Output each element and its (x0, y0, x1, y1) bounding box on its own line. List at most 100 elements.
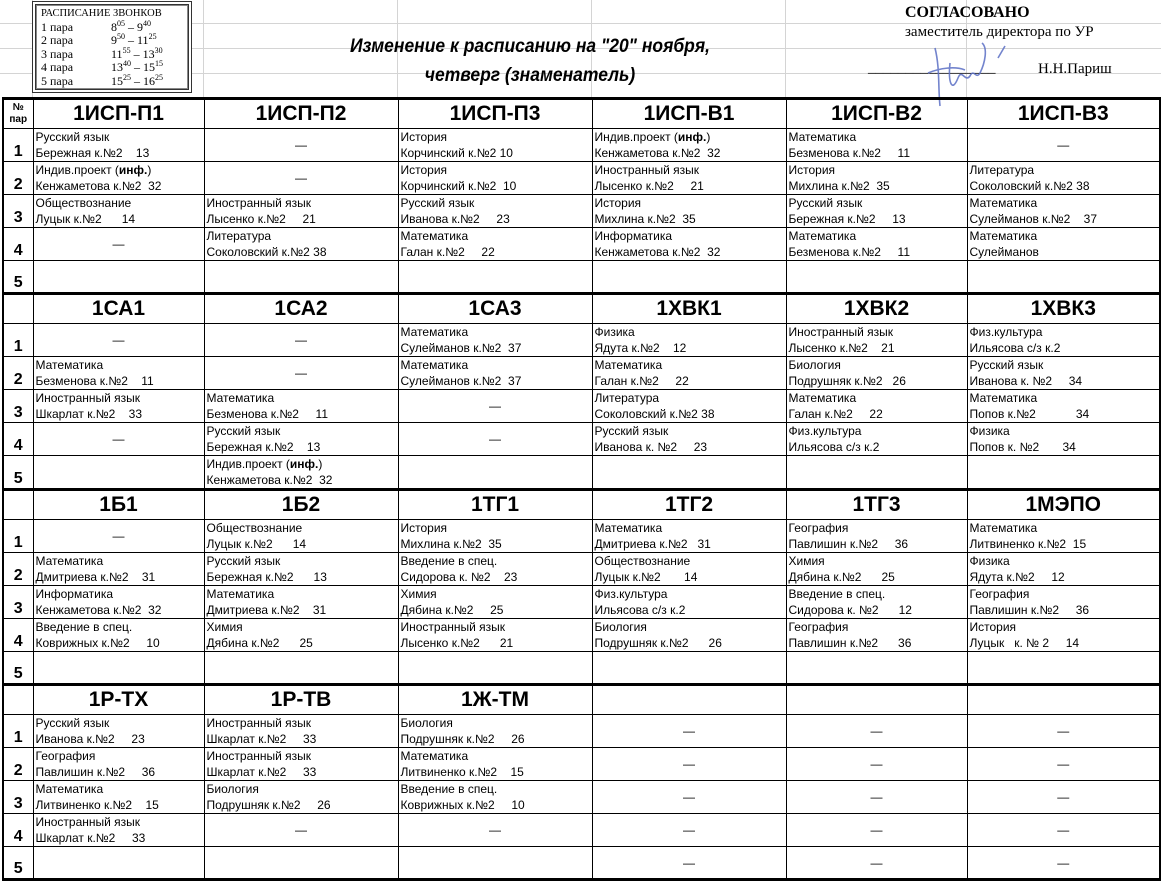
lesson-subject: География (34, 749, 203, 765)
lesson-subject: Русский язык (34, 130, 203, 146)
lesson-cell: Обществознание Луцык к.№2 14 (591, 552, 787, 586)
teacher-room: Бережная к.№2 13 (35, 146, 150, 160)
end-hour: 15 (143, 60, 155, 75)
group-name (591, 683, 787, 715)
no-class-dash: — (203, 161, 399, 195)
pair-number: 4 (2, 227, 34, 261)
teacher-room: Сидорова к. №2 12 (788, 603, 912, 617)
pair-number: 5 (2, 260, 34, 294)
teacher-room: Ядута к.№2 12 (594, 341, 687, 355)
lesson-subject: Биология (399, 716, 591, 732)
teacher-room: Иванова к.№2 23 (35, 732, 145, 746)
start-hour: 13 (111, 60, 123, 75)
lesson-cell: Биология Подрушняк к.№2 26 (785, 356, 968, 390)
lesson-subject: Физика (593, 325, 785, 341)
approval-heading: СОГЛАСОВАНО (905, 4, 1030, 21)
subject-bold-part: инф. (677, 130, 707, 144)
no-class-dash: — (966, 714, 1161, 748)
pair-number-header: № пар (2, 97, 34, 129)
teacher-room: Кенжаметова к.№2 32 (35, 179, 162, 193)
lesson-cell: Индив.проект (инф.) Кенжаметова к.№2 32 (203, 455, 399, 490)
bell-row: 5 пара 1525 – 1625 (41, 72, 188, 89)
teacher-room: Галан к.№2 22 (594, 374, 689, 388)
teacher-room: Луцык к.№2 14 (594, 570, 698, 584)
no-class-dash: — (966, 747, 1161, 781)
signature-line: _________________ (868, 60, 996, 76)
lesson-cell: Иностранный язык Лысенко к.№2 21 (785, 323, 968, 357)
lesson-cell: Русский язык Иванова к.№2 23 (32, 714, 205, 748)
pair-number: 4 (2, 618, 34, 652)
schedule-row: 4 Иностранный язык Шкарлат к.№2 33— — — — — (2, 813, 1161, 847)
lesson-cell: Математика Сулейманов к.№2 37 (397, 323, 593, 357)
teacher-room: Подрушняк к.№2 26 (788, 374, 906, 388)
subject-name: Математика (400, 749, 469, 763)
lesson-cell: Физика Ядута к.№2 12 (591, 323, 787, 357)
subject-name: Физ.культура (969, 325, 1043, 339)
subject-suffix: ) (318, 457, 323, 471)
lesson-cell: Химия Дябина к.№2 25 (397, 585, 593, 619)
pair-number: 1 (2, 714, 34, 748)
subject-name: Информатика (35, 587, 114, 601)
lesson-cell: Русский язык Бережная к.№2 13 (203, 552, 399, 586)
lesson-cell: Литература Соколовский к.№2 38 (966, 161, 1161, 195)
subject-suffix: ) (147, 163, 152, 177)
lesson-subject: Математика (205, 587, 397, 603)
lesson-cell: Математика Дмитриева к.№2 31 (591, 519, 787, 553)
no-class-dash: — (785, 813, 968, 847)
no-class-dash: — (32, 422, 205, 456)
empty-cell (32, 651, 205, 685)
lesson-subject: Математика (593, 358, 785, 374)
teacher-room: Павлишин к.№2 36 (788, 636, 912, 650)
subject-name: Индив.проект ( (35, 163, 119, 177)
lesson-cell: Физика Ядута к.№2 12 (966, 552, 1161, 586)
teacher-room: Луцык к.№2 14 (206, 537, 307, 551)
pair-number: 2 (2, 747, 34, 781)
subject-name: Литература (594, 391, 660, 405)
teacher-room: Коврижных к.№2 10 (35, 636, 160, 650)
bell-row: 4 пара 1340 – 1515 (41, 60, 188, 75)
bell-label: 5 пара (41, 73, 74, 88)
lesson-subject: Математика (205, 391, 397, 407)
subject-name: Введение в спец. (788, 587, 886, 601)
teacher-room: Иванова к. №2 23 (594, 440, 708, 454)
lesson-cell: География Павлишин к.№2 36 (785, 618, 968, 652)
teacher-room: Подрушняк к.№2 26 (206, 798, 331, 812)
bell-time: 1525 – 1625 (111, 72, 163, 88)
teacher-room: Луцык к. № 2 14 (969, 636, 1080, 650)
no-class-dash: — (203, 356, 399, 390)
teacher-room: Безменова к.№2 11 (788, 245, 911, 259)
bell-time: 950 – 1125 (111, 32, 157, 48)
lesson-subject: Литература (968, 163, 1159, 179)
group-name: 1СА2 (203, 292, 399, 324)
no-class-dash: — (397, 813, 593, 847)
start-hour: 9 (111, 33, 117, 48)
lesson-subject: Биология (205, 782, 397, 798)
lesson-cell: География Павлишин к.№2 36 (32, 747, 205, 781)
no-class-dash: — (32, 323, 205, 357)
group-name (966, 683, 1161, 715)
group-name: 1ХВК2 (785, 292, 968, 324)
schedule-table: № пар 1ИСП-П1 1ИСП-П2 1ИСП-П3 1ИСП-В1 1ИСП-В2 1… (2, 97, 1161, 881)
teacher-room: Сулейманов к.№2 37 (969, 212, 1098, 226)
lesson-subject: Русский язык (399, 196, 591, 212)
lesson-cell: Русский язык Бережная к.№2 13 (785, 194, 968, 228)
teacher-room: Сулейманов (969, 245, 1039, 259)
subject-name: Математика (788, 130, 857, 144)
schedule-row: 4 Введение в спец. Коврижных к.№2 10 Химия Д… (2, 618, 1161, 652)
teacher-room: Галан к.№2 22 (788, 407, 883, 421)
lesson-subject: Иностранный язык (205, 716, 397, 732)
group-name: 1ИСП-В2 (785, 97, 968, 129)
end-hour: 13 (142, 46, 155, 61)
subject-name: Математика (969, 229, 1038, 243)
lesson-subject: Физ.культура (968, 325, 1159, 341)
schedule-row: 1— Обществознание Луцык к.№2 14 История Михл… (2, 519, 1161, 553)
group-name (785, 683, 968, 715)
lesson-subject: История (399, 130, 591, 146)
lesson-cell: Математика Сулейманов (966, 227, 1161, 261)
lesson-cell: Физ.культура Ильясова с/з к.2 (591, 585, 787, 619)
teacher-room: Ильясова с/з к.2 (788, 440, 880, 454)
teacher-room: Шкарлат к.№2 33 (206, 732, 317, 746)
teacher-room: Сулейманов к.№2 37 (400, 341, 522, 355)
teacher-room: Луцык к.№2 14 (35, 212, 136, 226)
no-class-dash: — (966, 813, 1161, 847)
